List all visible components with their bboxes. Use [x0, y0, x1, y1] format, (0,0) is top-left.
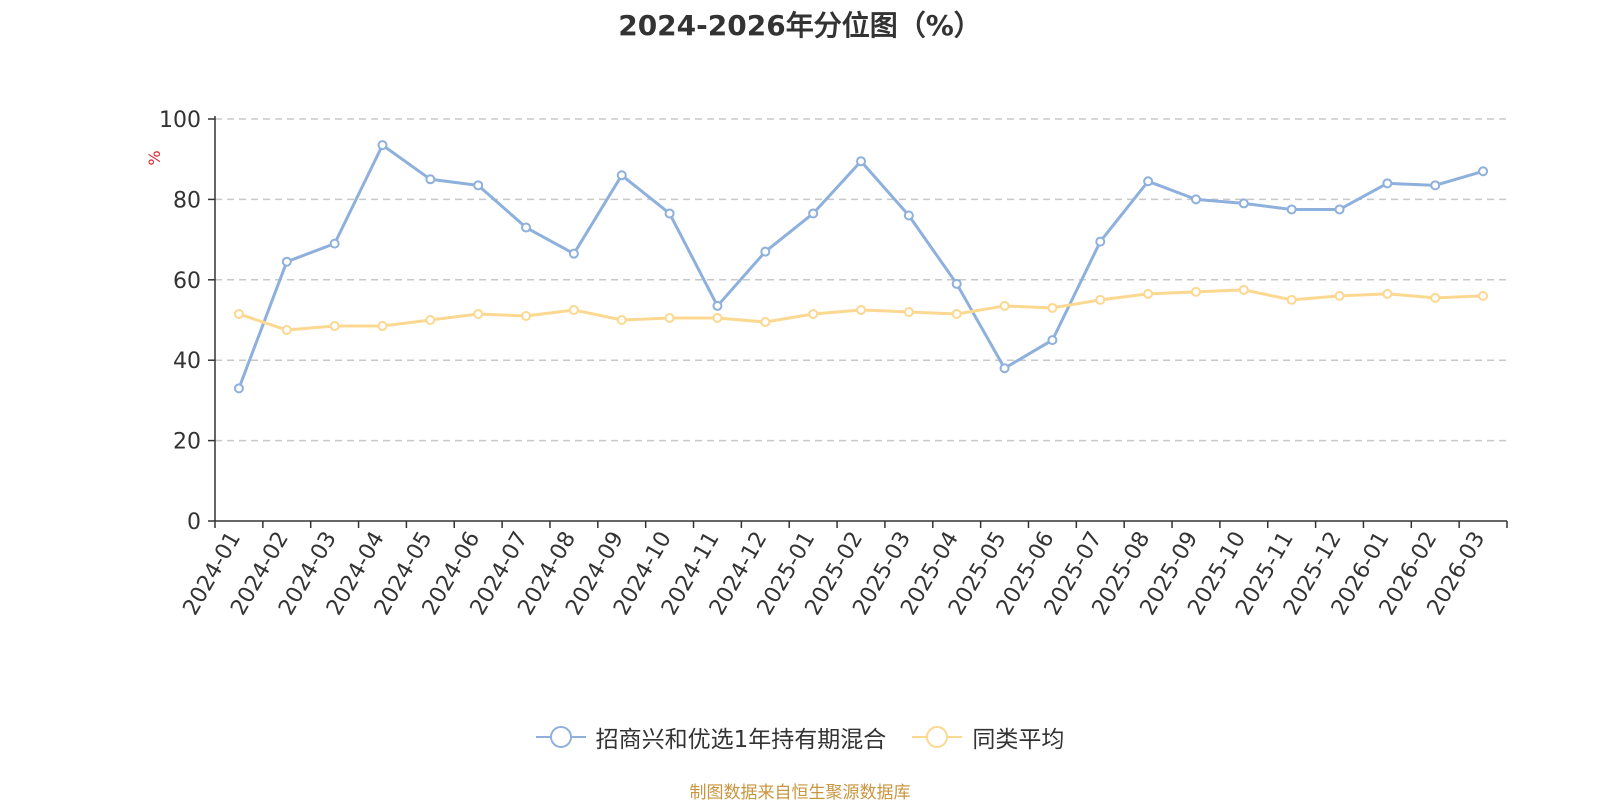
data-point-0: [473, 180, 484, 191]
y-tick-label: 100: [159, 108, 201, 133]
data-point-0: [616, 170, 627, 181]
data-point-0: [1047, 335, 1058, 346]
legend-marker-icon: [912, 726, 963, 748]
data-point-1: [329, 321, 340, 332]
data-point-1: [712, 312, 723, 323]
data-point-1: [951, 308, 962, 319]
data-point-0: [808, 208, 819, 219]
data-point-1: [1143, 288, 1154, 299]
data-point-0: [1143, 176, 1154, 187]
data-point-1: [1238, 284, 1249, 295]
y-axis-label: %: [145, 150, 164, 165]
data-point-1: [856, 304, 866, 315]
data-point-0: [999, 363, 1010, 374]
legend-label-fund: 招商兴和优选1年持有期混合: [595, 727, 887, 753]
data-point-0: [568, 248, 579, 259]
data-point-0: [951, 278, 962, 289]
chart-title: 2024-2026年分位图（%）: [618, 9, 982, 42]
data-point-0: [712, 300, 723, 311]
data-point-0: [1095, 236, 1106, 247]
data-point-1: [1286, 294, 1297, 305]
data-point-0: [664, 208, 675, 219]
data-point-1: [568, 304, 579, 315]
legend-marker-icon: [535, 726, 586, 748]
data-point-0: [1478, 166, 1489, 177]
y-tick-label: 20: [173, 430, 201, 455]
y-tick-label: 80: [173, 188, 201, 213]
data-point-1: [425, 315, 436, 325]
series-line-0: [237, 143, 1484, 389]
y-tick-label: 0: [187, 510, 201, 535]
data-point-1: [808, 308, 819, 319]
data-point-0: [1286, 204, 1297, 215]
data-point-0: [1238, 198, 1249, 209]
data-point-0: [1382, 178, 1393, 189]
y-tick-label: 60: [173, 269, 201, 294]
data-point-1: [760, 317, 771, 328]
data-point-0: [1190, 194, 1201, 205]
data-point-0: [1334, 204, 1345, 215]
y-tick-label: 40: [173, 349, 201, 374]
legend-label-average: 同类平均: [972, 727, 1065, 753]
data-point-0: [521, 222, 532, 233]
data-point-1: [521, 310, 532, 321]
axes: 0204060801002024-012024-022024-032024-04…: [159, 108, 1508, 620]
data-point-0: [760, 246, 771, 257]
series-lines: [233, 140, 1489, 394]
data-point-1: [1478, 290, 1489, 301]
data-point-1: [664, 312, 675, 323]
data-point-1: [1334, 290, 1345, 301]
data-point-1: [473, 308, 484, 319]
data-point-1: [1190, 286, 1201, 297]
data-point-0: [329, 238, 340, 249]
source-note: 制图数据来自恒生聚源数据库: [689, 783, 911, 803]
data-point-0: [425, 174, 436, 185]
data-point-1: [1382, 288, 1393, 299]
data-point-0: [377, 140, 388, 151]
grid-lines: [215, 118, 1507, 442]
data-point-0: [233, 383, 244, 394]
data-point-0: [903, 210, 914, 221]
data-point-0: [856, 156, 866, 167]
data-point-1: [1047, 302, 1058, 313]
data-point-1: [1430, 292, 1441, 303]
data-point-1: [903, 306, 914, 317]
legend: 招商兴和优选1年持有期混合 同类平均: [0, 720, 1600, 754]
data-point-0: [281, 256, 292, 267]
data-point-1: [616, 315, 627, 325]
legend-item-average[interactable]: 同类平均: [912, 720, 1064, 754]
data-point-1: [281, 325, 292, 336]
legend-item-fund[interactable]: 招商兴和优选1年持有期混合: [535, 720, 887, 754]
data-point-1: [999, 300, 1010, 311]
data-point-0: [1430, 180, 1441, 191]
data-point-1: [233, 308, 244, 319]
data-point-1: [377, 321, 388, 332]
data-point-1: [1095, 294, 1106, 305]
